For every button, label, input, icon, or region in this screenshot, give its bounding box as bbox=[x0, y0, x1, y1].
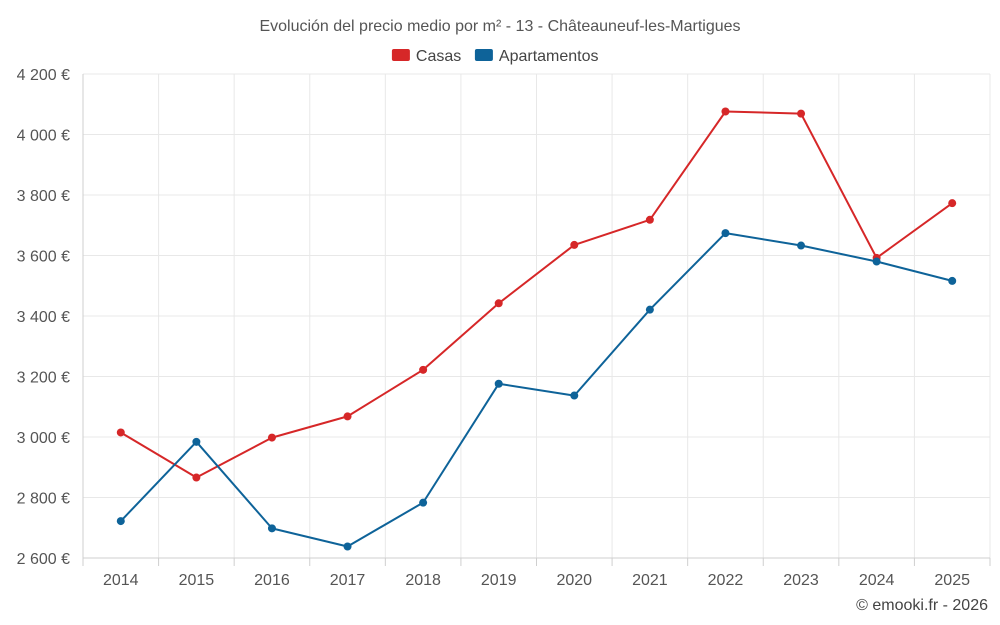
x-tick-label: 2017 bbox=[330, 572, 366, 589]
x-tick-label: 2024 bbox=[859, 572, 895, 589]
data-point-apartamentos[interactable] bbox=[494, 379, 503, 388]
data-point-apartamentos[interactable] bbox=[872, 257, 881, 266]
legend-label-casas[interactable]: Casas bbox=[416, 48, 461, 65]
chart-title: Evolución del precio medio por m² - 13 -… bbox=[259, 18, 740, 35]
series-line-casas bbox=[120, 110, 953, 479]
y-tick-label: 3 800 € bbox=[17, 188, 70, 205]
data-point-apartamentos[interactable] bbox=[797, 241, 806, 250]
data-point-casas[interactable] bbox=[494, 299, 503, 308]
x-tick-label: 2020 bbox=[556, 572, 592, 589]
data-point-casas[interactable] bbox=[267, 433, 276, 442]
x-tick-label: 2019 bbox=[481, 572, 517, 589]
series bbox=[116, 107, 957, 551]
data-point-casas[interactable] bbox=[192, 473, 201, 482]
data-point-casas[interactable] bbox=[343, 412, 352, 421]
axes: 2 600 € 2 800 € 3 000 € 3 200 € 3 400 € 3 600… bbox=[17, 67, 991, 589]
x-tick-label: 2025 bbox=[934, 572, 970, 589]
y-tick-label: 3 400 € bbox=[17, 309, 70, 326]
data-point-apartamentos[interactable] bbox=[267, 524, 276, 533]
x-tick-label: 2022 bbox=[708, 572, 744, 589]
data-point-casas[interactable] bbox=[570, 240, 579, 249]
legend-label-apartamentos[interactable]: Apartamentos bbox=[499, 48, 599, 65]
x-tick-label: 2015 bbox=[179, 572, 215, 589]
y-tick-label: 2 600 € bbox=[17, 551, 70, 568]
data-point-apartamentos[interactable] bbox=[192, 437, 201, 446]
credit-text: © emooki.fr - 2026 bbox=[856, 597, 988, 614]
x-tick-label: 2018 bbox=[405, 572, 441, 589]
data-point-casas[interactable] bbox=[116, 428, 125, 437]
legend: Casas Apartamentos bbox=[391, 48, 599, 65]
y-tick-label: 4 200 € bbox=[17, 67, 70, 84]
x-tick-label: 2021 bbox=[632, 572, 668, 589]
data-point-casas[interactable] bbox=[645, 215, 654, 224]
data-point-apartamentos[interactable] bbox=[343, 542, 352, 551]
y-tick-label: 2 800 € bbox=[17, 491, 70, 508]
y-tick-label: 3 200 € bbox=[17, 370, 70, 387]
data-point-apartamentos[interactable] bbox=[645, 305, 654, 314]
legend-swatch-apartamentos bbox=[474, 49, 493, 61]
data-point-apartamentos[interactable] bbox=[419, 498, 428, 507]
y-tick-label: 3 000 € bbox=[17, 430, 70, 447]
y-tick-label: 3 600 € bbox=[17, 249, 70, 266]
data-point-apartamentos[interactable] bbox=[570, 391, 579, 400]
data-point-casas[interactable] bbox=[948, 199, 957, 208]
series-line-apartamentos bbox=[120, 232, 953, 548]
data-point-apartamentos[interactable] bbox=[721, 229, 730, 238]
data-point-apartamentos[interactable] bbox=[116, 517, 125, 526]
data-point-apartamentos[interactable] bbox=[948, 276, 957, 285]
y-tick-label: 4 000 € bbox=[17, 128, 70, 145]
data-point-casas[interactable] bbox=[419, 365, 428, 374]
x-tick-label: 2023 bbox=[783, 572, 819, 589]
grid bbox=[82, 73, 991, 558]
data-point-casas[interactable] bbox=[797, 109, 806, 118]
data-point-casas[interactable] bbox=[721, 107, 730, 116]
x-tick-label: 2014 bbox=[103, 572, 139, 589]
x-tick-label: 2016 bbox=[254, 572, 290, 589]
legend-swatch-casas bbox=[391, 49, 410, 61]
